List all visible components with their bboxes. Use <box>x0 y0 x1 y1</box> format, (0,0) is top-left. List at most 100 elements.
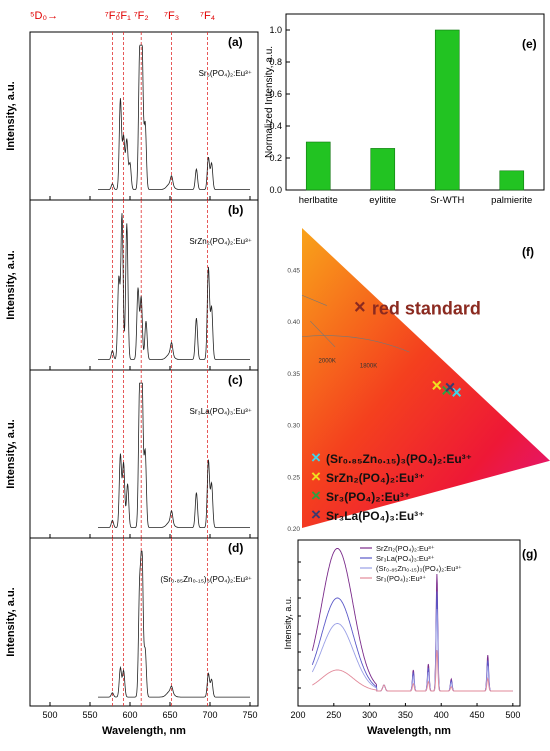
bar-category-label-1: eylitite <box>369 195 396 206</box>
cie-point-1: × <box>431 375 442 395</box>
isotherm-2000 <box>310 320 336 348</box>
panel-frame <box>29 537 259 707</box>
panel-label: (d) <box>228 541 243 555</box>
cie-y-tick-1: 0.25 <box>287 474 300 481</box>
bar-y-tick-label-5: 1.0 <box>269 25 282 35</box>
spectrum-panel-3: (d) (Sr₀.₈₅Zn₀.₁₅)₃(PO₄)₂:Eu³⁺ Intensity, … <box>5 537 259 737</box>
cie-y-tick-2: 0.30 <box>287 423 300 430</box>
red-standard-label: red standard <box>372 299 481 319</box>
spectrum-line <box>98 44 250 190</box>
panel-label-g: (g) <box>522 547 537 561</box>
planck-label-1: 1800K <box>360 364 377 370</box>
x-tick-label-0: 500 <box>42 710 57 720</box>
legend-marker-0: × <box>311 448 321 467</box>
isotherm-tick <box>301 294 327 306</box>
excitation-series-3 <box>312 649 513 692</box>
initial-state-label: ⁵D₀→ <box>30 10 58 22</box>
bar-category-label-0: herlbatite <box>299 195 338 206</box>
excitation-series-2 <box>311 609 513 692</box>
ex-x-tick-label-2: 300 <box>362 710 377 720</box>
bar-category-label-3: palmierite <box>491 195 532 206</box>
ex-x-tick-label-1: 250 <box>326 710 341 720</box>
emission-spectra-panels: (a) Sr₃(PO₄)₂:Eu³⁺ Intensity, a.u. (b) SrZn₂… <box>5 31 259 737</box>
x-tick-label-2: 600 <box>122 710 137 720</box>
panel-label: (a) <box>228 35 243 49</box>
bar-2 <box>434 29 460 191</box>
x-tick-label-5: 750 <box>242 710 257 720</box>
panel-label: (b) <box>228 203 243 217</box>
final-state-label-0: ⁷F₀ <box>105 10 120 22</box>
bar-3 <box>499 170 525 191</box>
bar-y-tick-label-1: 0.2 <box>269 153 282 163</box>
legend-marker-3: × <box>311 505 321 524</box>
final-state-label-3: ⁷F₃ <box>164 10 179 22</box>
x-tick-label-3: 650 <box>162 710 177 720</box>
x-tick-label-1: 550 <box>82 710 97 720</box>
legend-label-2: Sr₃(PO₄)₂:Eu³⁺ <box>326 490 410 504</box>
panel-label-e: (e) <box>522 37 537 51</box>
y-axis-label: Intensity, a.u. <box>5 587 17 656</box>
excitation-frame <box>297 539 521 707</box>
bar-y-tick-label-0: 0.0 <box>269 185 282 195</box>
ex-x-tick-label-0: 200 <box>290 710 305 720</box>
final-state-label-2: ⁷F₂ <box>134 10 149 22</box>
legend-label-3: Sr₃La(PO₄)₃:Eu³⁺ <box>326 509 424 523</box>
ex-legend-label-0: SrZn₂(PO₄)₂:Eu³⁺ <box>376 544 435 553</box>
ex-legend-label-2: (Sr₀.₈₅Zn₀.₁₅)₃(PO₄)₂:Eu³⁺ <box>376 564 462 573</box>
planck-label-0: 2000K <box>319 358 336 364</box>
compound-label: Sr₃La(PO₄)₃:Eu³⁺ <box>190 407 252 416</box>
bar-y-tick-label-2: 0.4 <box>269 121 282 131</box>
compound-label: SrZn₂(PO₄)₂:Eu³⁺ <box>189 237 252 246</box>
compound-label: (Sr₀.₈₅Zn₀.₁₅)₃(PO₄)₂:Eu³⁺ <box>160 575 252 584</box>
spectrum-panel-0: (a) Sr₃(PO₄)₂:Eu³⁺ Intensity, a.u. <box>5 31 259 201</box>
ex-x-tick-label-6: 500 <box>505 710 520 720</box>
legend-marker-2: × <box>311 486 321 505</box>
compound-label: Sr₃(PO₄)₂:Eu³⁺ <box>199 69 252 78</box>
ex-x-tick-label-5: 450 <box>470 710 485 720</box>
final-state-label-1: ⁷F₁ <box>116 10 131 22</box>
legend-label-1: SrZn₂(PO₄)₂:Eu³⁺ <box>326 471 425 485</box>
ex-x-tick-label-3: 350 <box>398 710 413 720</box>
ex-x-axis-label: Wavelength, nm <box>367 725 451 737</box>
y-axis-label: Intensity, a.u. <box>5 250 17 319</box>
x-tick-label-4: 700 <box>202 710 217 720</box>
cie-point-0: × <box>451 383 462 403</box>
panel-label: (c) <box>228 373 243 387</box>
cie-y-tick-3: 0.35 <box>287 371 300 378</box>
excitation-spectra-panel-g: 200 250 300 350 400 450 500 Wavelength, nm Inten… <box>283 539 537 737</box>
cie-y-tick-0: 0.20 <box>287 526 300 533</box>
x-axis-label: Wavelength, nm <box>102 725 186 737</box>
spectrum-line <box>98 213 250 360</box>
bar-category-label-2: Sr-WTH <box>430 195 464 206</box>
bar-y-axis-label: Normalized Intensity, a.u. <box>264 46 275 158</box>
panel-label-f: (f) <box>522 245 534 259</box>
final-state-label-4: ⁷F₄ <box>200 10 216 22</box>
ex-legend-label-1: Sr₃La(PO₄)₃:Eu³⁺ <box>376 554 435 563</box>
ex-legend-label-3: Sr₃(PO₄)₂:Eu³⁺ <box>376 574 426 583</box>
ex-y-axis-label: Intensity, a.u. <box>283 597 293 650</box>
cie-gamut-triangle <box>302 228 550 528</box>
spectrum-panel-1: (b) SrZn₂(PO₄)₂:Eu³⁺ Intensity, a.u. <box>5 199 259 371</box>
panel-frame <box>29 199 259 371</box>
spectrum-line <box>98 550 250 698</box>
cie-point-3: × <box>445 377 456 397</box>
y-axis-label: Intensity, a.u. <box>5 81 17 150</box>
bar-y-tick-label-4: 0.8 <box>269 57 282 67</box>
ex-x-tick-label-4: 400 <box>434 710 449 720</box>
bar-y-tick-label-3: 0.6 <box>269 89 282 99</box>
cie-y-tick-4: 0.40 <box>287 319 300 326</box>
y-axis-label: Intensity, a.u. <box>5 419 17 488</box>
spectrum-line <box>98 382 250 528</box>
cie-y-tick-5: 0.45 <box>287 267 300 274</box>
cie-diagram-panel-f: 0.20 0.25 0.30 0.35 0.40 0.45 2000K 1800K × red s… <box>287 228 550 533</box>
red-standard-marker: × <box>354 297 366 319</box>
bar-1 <box>370 148 396 191</box>
legend-marker-1: × <box>311 467 321 486</box>
legend-label-0: (Sr₀.₈₅Zn₀.₁₅)₃(PO₄)₂:Eu³⁺ <box>326 452 472 466</box>
bar-chart-panel-e: 0.0 0.2 0.4 0.6 0.8 1.0 herlbatite eylitite Sr-W… <box>264 13 545 206</box>
cie-point-2: × <box>441 380 452 400</box>
excitation-series-1 <box>311 591 513 692</box>
planck-locus <box>301 335 410 353</box>
